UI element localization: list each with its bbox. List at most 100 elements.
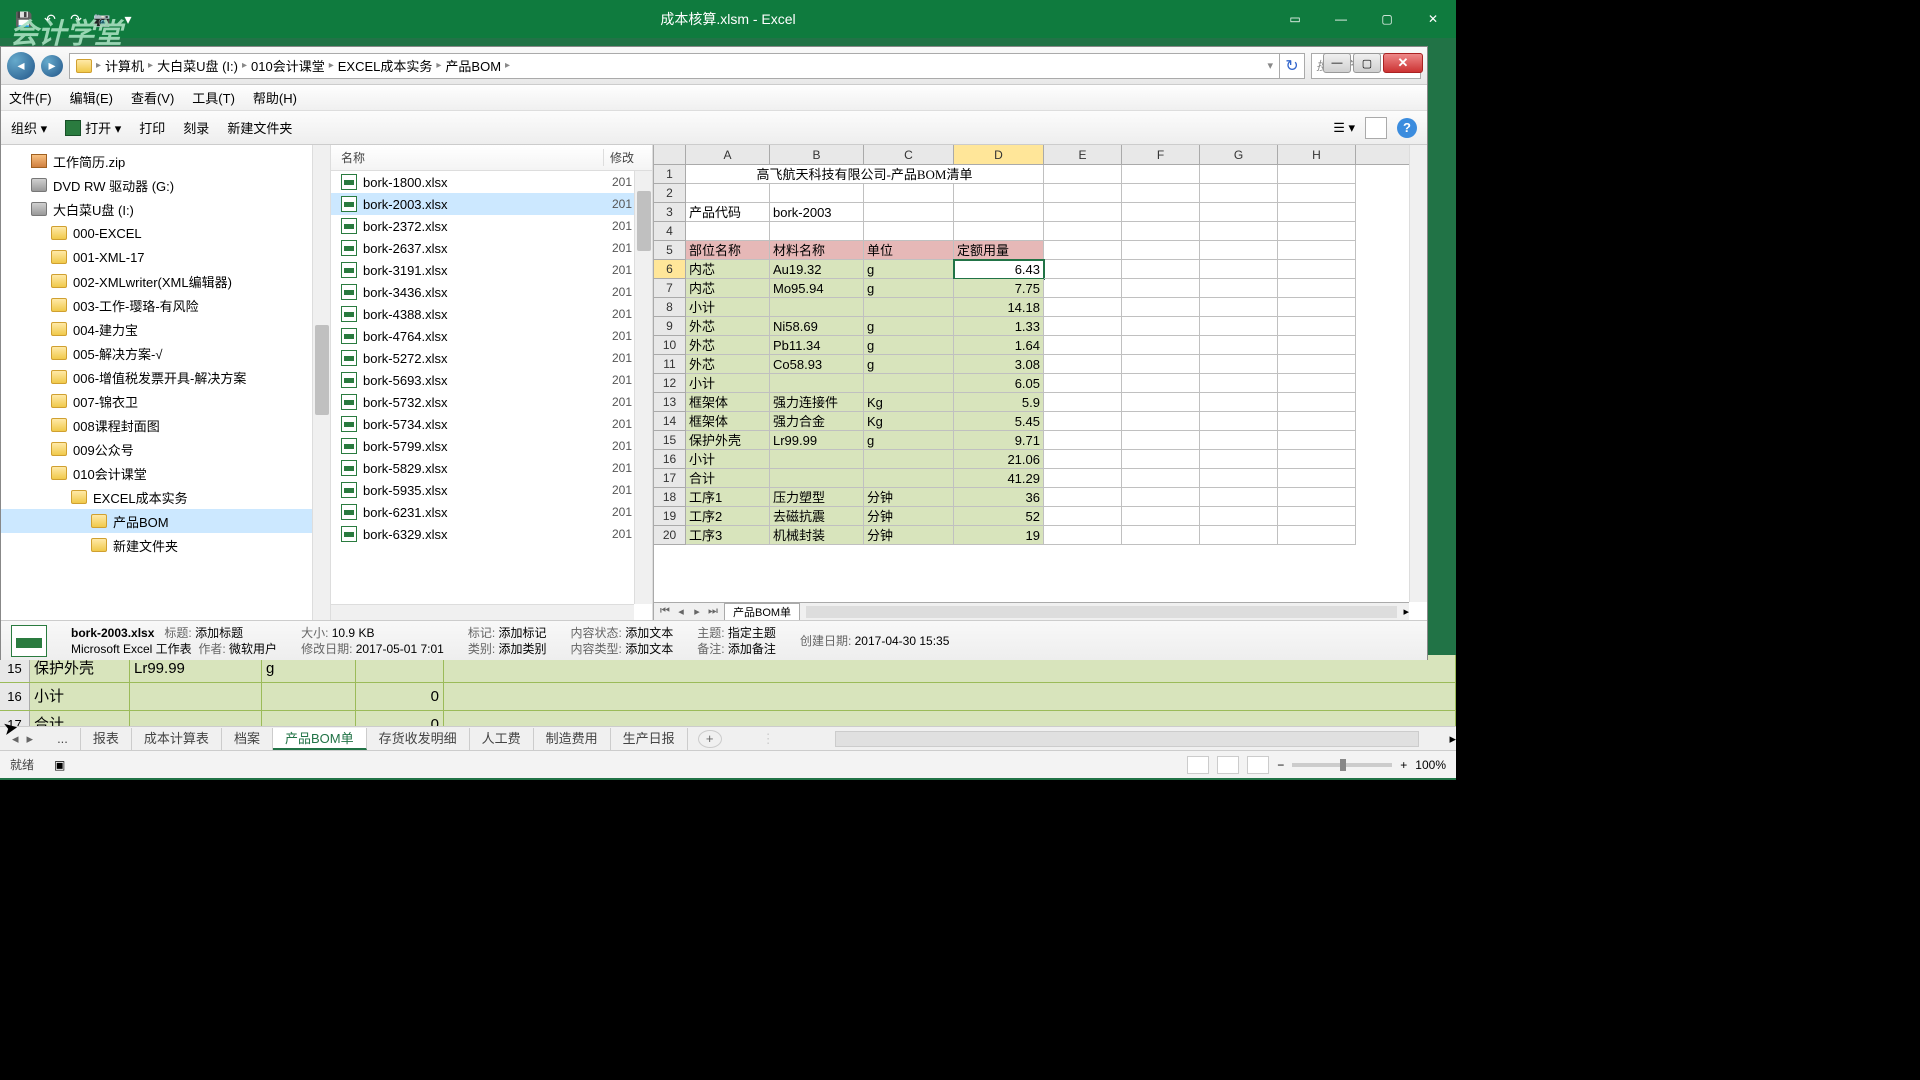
cell[interactable] xyxy=(1044,241,1122,260)
cell[interactable] xyxy=(1278,355,1356,374)
cell[interactable] xyxy=(864,184,954,203)
add-sheet-icon[interactable]: + xyxy=(698,730,722,748)
cell[interactable] xyxy=(1044,298,1122,317)
cell[interactable] xyxy=(1044,488,1122,507)
detail-notes[interactable]: 添加备注 xyxy=(728,642,776,656)
zoom-level[interactable]: 100% xyxy=(1415,758,1446,772)
detail-tags[interactable]: 添加标记 xyxy=(499,626,547,640)
cell[interactable] xyxy=(1200,184,1278,203)
sheet-tab[interactable]: 档案 xyxy=(222,728,273,750)
cell[interactable]: 小计 xyxy=(686,450,770,469)
cell[interactable] xyxy=(1278,298,1356,317)
tree-item[interactable]: 006-增值税发票开具-解决方案 xyxy=(1,365,330,389)
tree-item[interactable]: DVD RW 驱动器 (G:) xyxy=(1,173,330,197)
cell[interactable] xyxy=(1278,488,1356,507)
cell[interactable] xyxy=(1278,431,1356,450)
preview-scroll-right-icon[interactable]: ▸ xyxy=(1403,605,1409,618)
minimize-icon[interactable]: — xyxy=(1318,4,1364,34)
column-header[interactable]: G xyxy=(1200,145,1278,164)
cell[interactable]: Au19.32 xyxy=(770,260,864,279)
breadcrumb[interactable]: ▸ 计算机▸大白菜U盘 (I:)▸010会计课堂▸EXCEL成本实务▸产品BOM… xyxy=(69,53,1281,79)
column-header[interactable]: B xyxy=(770,145,864,164)
detail-state[interactable]: 添加文本 xyxy=(625,626,673,640)
select-all-corner[interactable] xyxy=(654,145,686,164)
breadcrumb-segment[interactable]: EXCEL成本实务 xyxy=(338,56,433,75)
file-item[interactable]: bork-3436.xlsx201 xyxy=(331,281,652,303)
cell[interactable] xyxy=(1122,336,1200,355)
pv-tab-last-icon[interactable]: ⏭ xyxy=(706,605,720,618)
zoom-in-icon[interactable]: + xyxy=(1400,758,1407,772)
cell[interactable] xyxy=(1044,317,1122,336)
horizontal-scrollbar[interactable] xyxy=(835,731,1420,747)
column-name[interactable]: 名称 xyxy=(331,149,604,166)
cell[interactable] xyxy=(1044,507,1122,526)
menu-item[interactable]: 编辑(E) xyxy=(70,88,113,107)
cell[interactable] xyxy=(1200,507,1278,526)
row-header[interactable]: 5 xyxy=(654,241,686,260)
cell[interactable]: 框架体 xyxy=(686,393,770,412)
cell[interactable] xyxy=(1278,526,1356,545)
cell[interactable] xyxy=(1044,355,1122,374)
row-header[interactable]: 15 xyxy=(654,431,686,450)
cell[interactable]: 外芯 xyxy=(686,317,770,336)
cell[interactable]: 压力塑型 xyxy=(770,488,864,507)
open-button[interactable]: 打开 ▾ xyxy=(65,118,121,137)
cell[interactable] xyxy=(1200,412,1278,431)
cell[interactable] xyxy=(1122,469,1200,488)
cell[interactable] xyxy=(1278,450,1356,469)
cell[interactable]: 合计 xyxy=(686,469,770,488)
explorer-maximize-icon[interactable]: ▢ xyxy=(1353,53,1381,73)
file-item[interactable]: bork-5829.xlsx201 xyxy=(331,457,652,479)
cell[interactable] xyxy=(770,298,864,317)
cell[interactable] xyxy=(1122,412,1200,431)
cell[interactable]: 材料名称 xyxy=(770,241,864,260)
cell[interactable]: 工序1 xyxy=(686,488,770,507)
sheet-tab[interactable]: 产品BOM单 xyxy=(273,728,367,750)
nav-forward-icon[interactable]: ▸ xyxy=(41,55,63,77)
cell[interactable] xyxy=(864,469,954,488)
cell[interactable] xyxy=(1200,279,1278,298)
file-item[interactable]: bork-6231.xlsx201 xyxy=(331,501,652,523)
cell[interactable]: 41.29 xyxy=(954,469,1044,488)
tree-item[interactable]: 008课程封面图 xyxy=(1,413,330,437)
cell[interactable] xyxy=(1200,336,1278,355)
cell[interactable]: 机械封装 xyxy=(770,526,864,545)
cell[interactable]: 21.06 xyxy=(954,450,1044,469)
preview-pane-icon[interactable] xyxy=(1365,117,1387,139)
column-date[interactable]: 修改 xyxy=(604,149,652,166)
column-header[interactable]: E xyxy=(1044,145,1122,164)
cell[interactable]: 小计 xyxy=(686,298,770,317)
cell[interactable] xyxy=(1044,526,1122,545)
cell[interactable]: 强力合金 xyxy=(770,412,864,431)
cell[interactable]: g xyxy=(864,260,954,279)
cell[interactable] xyxy=(1278,279,1356,298)
cell[interactable] xyxy=(1122,488,1200,507)
cell[interactable] xyxy=(1122,450,1200,469)
cell[interactable] xyxy=(1044,279,1122,298)
cell[interactable]: Pb11.34 xyxy=(770,336,864,355)
row-header[interactable]: 16 xyxy=(0,683,30,710)
tree-item[interactable]: 大白菜U盘 (I:) xyxy=(1,197,330,221)
print-button[interactable]: 打印 xyxy=(139,118,165,137)
cell[interactable] xyxy=(1122,374,1200,393)
cell[interactable]: 3.08 xyxy=(954,355,1044,374)
column-header[interactable]: F xyxy=(1122,145,1200,164)
tree-item[interactable]: 004-建力宝 xyxy=(1,317,330,341)
cell[interactable] xyxy=(1278,260,1356,279)
cell[interactable] xyxy=(864,203,954,222)
cell[interactable] xyxy=(1200,203,1278,222)
cell[interactable]: 19 xyxy=(954,526,1044,545)
cell[interactable] xyxy=(1200,317,1278,336)
breadcrumb-segment[interactable]: 计算机 xyxy=(105,56,144,75)
cell[interactable] xyxy=(1122,431,1200,450)
tree-item[interactable]: 007-锦衣卫 xyxy=(1,389,330,413)
cell[interactable] xyxy=(770,184,864,203)
file-item[interactable]: bork-5935.xlsx201 xyxy=(331,479,652,501)
row-header[interactable]: 7 xyxy=(654,279,686,298)
cell[interactable] xyxy=(686,222,770,241)
cell[interactable]: g xyxy=(864,279,954,298)
cell[interactable]: g xyxy=(864,336,954,355)
page-layout-icon[interactable] xyxy=(1217,756,1239,774)
row-header[interactable]: 1 xyxy=(654,165,686,184)
file-scrollbar-v[interactable] xyxy=(634,171,652,604)
